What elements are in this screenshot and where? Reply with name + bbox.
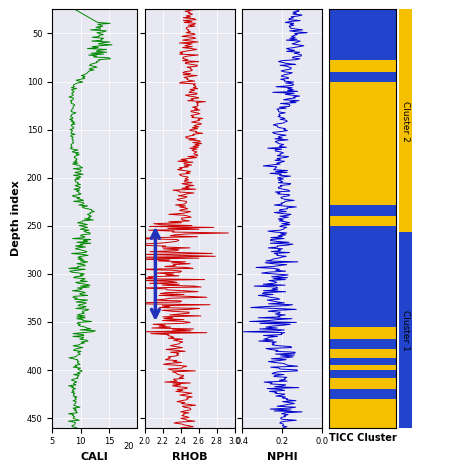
- Text: 20: 20: [123, 442, 134, 451]
- Y-axis label: Depth index: Depth index: [11, 180, 21, 257]
- Bar: [329, 226, 396, 327]
- Bar: [329, 216, 396, 226]
- Bar: [329, 81, 396, 204]
- Bar: [329, 72, 396, 81]
- Bar: [329, 399, 396, 428]
- Text: Cluster 1: Cluster 1: [401, 310, 410, 351]
- X-axis label: RHOB: RHOB: [172, 452, 207, 462]
- Bar: [329, 349, 396, 358]
- Text: Cluster 2: Cluster 2: [401, 101, 410, 141]
- X-axis label: CALI: CALI: [81, 452, 109, 462]
- X-axis label: TICC Cluster: TICC Cluster: [329, 433, 396, 443]
- Bar: [329, 365, 396, 370]
- Bar: [329, 327, 396, 339]
- Bar: [329, 378, 396, 389]
- X-axis label: NPHI: NPHI: [267, 452, 297, 462]
- Bar: [329, 339, 396, 349]
- Bar: [329, 204, 396, 216]
- Bar: [329, 389, 396, 399]
- Bar: [329, 9, 396, 60]
- Bar: [329, 358, 396, 365]
- Bar: [329, 60, 396, 72]
- Bar: [329, 370, 396, 378]
